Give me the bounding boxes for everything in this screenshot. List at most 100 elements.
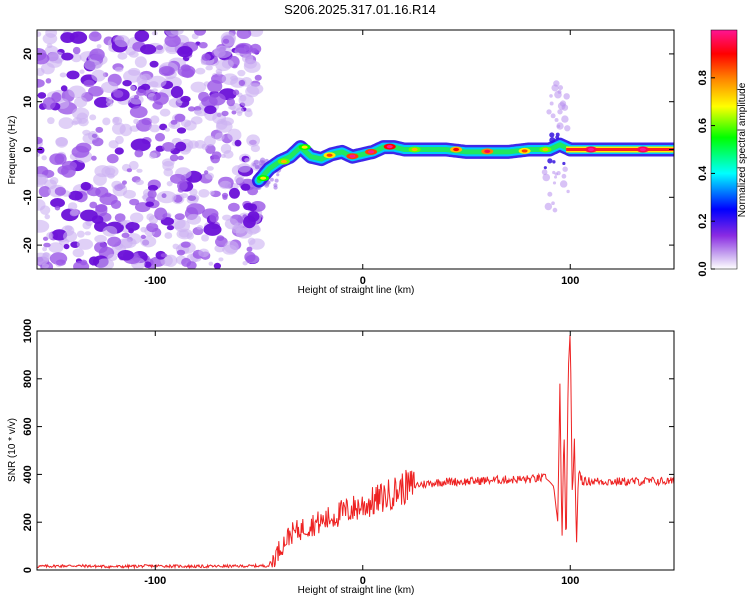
noise-blob xyxy=(190,81,207,93)
noise-blob xyxy=(231,110,237,115)
burst-blob xyxy=(549,94,553,98)
noise-blob xyxy=(100,81,119,93)
burst-blob xyxy=(561,115,569,123)
noise-blob xyxy=(155,250,166,260)
noise-blob xyxy=(203,170,209,175)
noise-blob xyxy=(146,222,159,233)
ridge-peak-core xyxy=(260,176,267,180)
noise-blob xyxy=(121,232,130,239)
burst-blob xyxy=(547,191,553,197)
noise-blob xyxy=(247,237,256,245)
burst-blob xyxy=(552,207,558,213)
noise-blob xyxy=(222,214,232,221)
noise-blob xyxy=(234,139,242,147)
noise-blob xyxy=(218,257,224,262)
burst-blob xyxy=(544,202,553,211)
noise-blob xyxy=(174,113,186,122)
noise-blob xyxy=(134,252,139,257)
noise-blob xyxy=(48,242,64,253)
noise-blob xyxy=(42,236,49,241)
noise-blob xyxy=(83,79,95,88)
noise-blob xyxy=(117,52,128,60)
noise-blob xyxy=(37,31,42,37)
noise-blob xyxy=(208,92,226,106)
noise-blob xyxy=(189,188,198,197)
noise-blob xyxy=(112,183,128,197)
noise-blob xyxy=(170,86,184,99)
noise-blob xyxy=(164,34,181,48)
y-tick-label: 1000 xyxy=(22,319,34,343)
noise-blob xyxy=(63,243,70,250)
ridge-peak-core xyxy=(542,147,549,152)
noise-blob xyxy=(216,235,225,241)
noise-blob xyxy=(55,136,68,147)
ridge-peak-core xyxy=(411,147,418,152)
noise-blob xyxy=(221,192,229,198)
noise-blob xyxy=(96,258,115,269)
noise-blob xyxy=(180,241,191,248)
noise-blob xyxy=(46,43,53,49)
burst-blob xyxy=(557,109,563,115)
burst-blob xyxy=(555,132,560,137)
y-tick-label: 600 xyxy=(22,417,34,435)
noise-blob xyxy=(136,168,143,173)
noise-blob xyxy=(106,153,119,164)
noise-blob xyxy=(240,183,251,191)
noise-blob xyxy=(42,246,48,252)
noise-blob xyxy=(134,149,144,158)
burst-blob xyxy=(562,161,566,166)
noise-blob xyxy=(207,79,223,93)
noise-blob xyxy=(153,92,169,105)
noise-blob xyxy=(166,225,175,231)
noise-blob xyxy=(147,184,159,192)
noise-blob xyxy=(49,177,59,185)
noise-blob xyxy=(148,152,158,159)
burst-blob xyxy=(549,132,555,138)
spectrogram-x-ticks: -100 0 100 xyxy=(144,30,579,287)
noise-blob xyxy=(111,122,126,135)
ridge-peak-core xyxy=(484,149,491,154)
noise-blob xyxy=(123,69,143,83)
noise-blob xyxy=(87,130,98,141)
burst-blob xyxy=(554,175,558,179)
noise-blob xyxy=(101,165,119,178)
colorbar-ticks: 0.0 0.2 0.4 0.6 0.8 xyxy=(697,70,715,277)
noise-blob xyxy=(129,198,140,206)
noise-blob xyxy=(206,166,214,171)
noise-blob xyxy=(180,193,189,199)
noise-blob xyxy=(68,190,83,201)
snr-panel: -100 0 100 0 200 400 600 800 1000 Height of str… xyxy=(7,319,675,596)
noise-blob xyxy=(213,45,232,59)
colorbar-tick-label: 0.6 xyxy=(697,118,709,133)
colorbar-tick-label: 0.4 xyxy=(697,165,709,181)
noise-blob xyxy=(164,127,171,132)
noise-blob xyxy=(245,85,260,98)
noise-blob xyxy=(128,51,139,58)
spectrogram-y-label: Frequency (Hz) xyxy=(7,116,18,185)
noise-blob xyxy=(164,232,173,239)
noise-blob xyxy=(130,138,151,152)
noise-blob xyxy=(201,53,211,61)
burst-blob xyxy=(561,173,567,179)
noise-blob xyxy=(125,221,140,231)
noise-blob xyxy=(187,140,199,149)
noise-blob xyxy=(37,78,45,88)
noise-blob xyxy=(180,119,192,128)
noise-blob xyxy=(39,205,51,215)
ridge-peak-core xyxy=(301,145,308,149)
noise-blob xyxy=(74,96,88,108)
noise-blob xyxy=(205,172,214,180)
noise-blob xyxy=(114,66,124,73)
noise-blob xyxy=(59,72,67,78)
noise-blob xyxy=(221,110,229,117)
noise-blob xyxy=(46,232,54,240)
burst-blob xyxy=(554,117,559,122)
noise-blob xyxy=(243,215,256,229)
spectrogram-y-ticks: -20 -10 0 10 20 xyxy=(22,48,674,253)
noise-blob xyxy=(160,253,168,258)
noise-blob xyxy=(89,201,98,209)
ridge-peak-core xyxy=(386,145,393,149)
noise-blob xyxy=(60,85,68,92)
burst-blob xyxy=(549,101,554,106)
noise-blob xyxy=(186,213,202,225)
